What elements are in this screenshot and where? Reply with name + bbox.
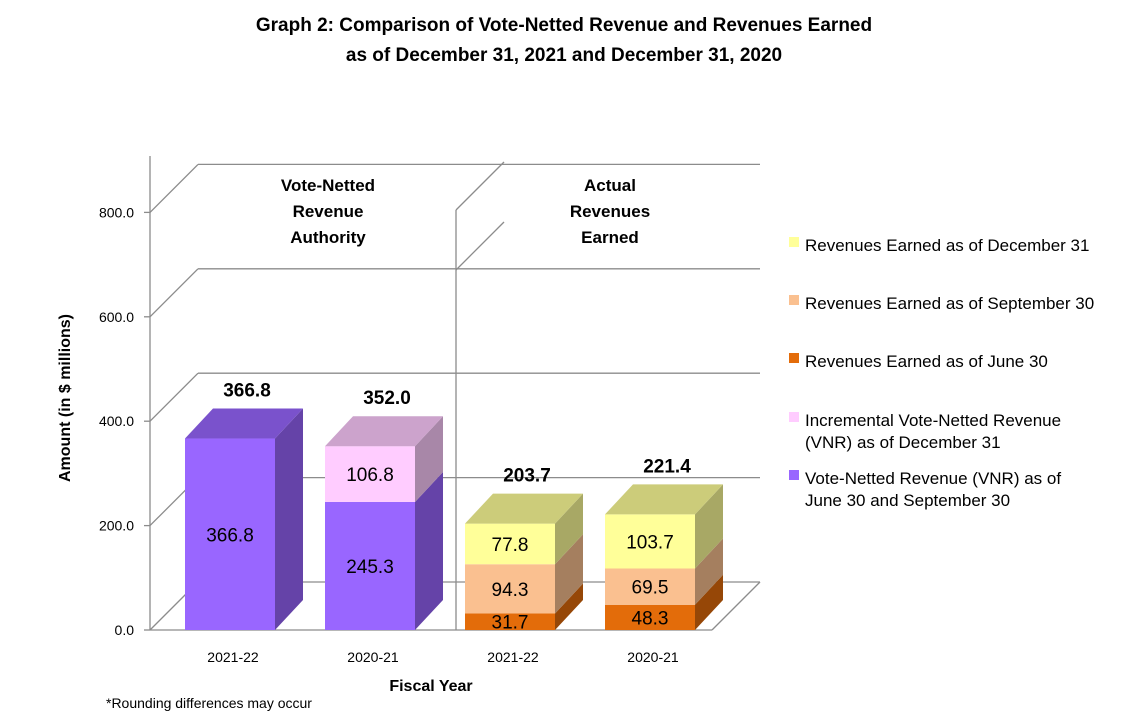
x-tick-label: 2021-22 [207, 649, 259, 665]
bar-total-label: 352.0 [363, 388, 411, 409]
bar-segment-front [605, 514, 695, 569]
y-tick-label: 200.0 [99, 518, 134, 534]
legend-label: Revenues Earned as of December 31 [805, 236, 1089, 255]
bar-segment-front [465, 523, 555, 565]
bar-value-label: 48.3 [632, 608, 669, 629]
footnote: *Rounding differences may occur [106, 695, 312, 711]
bar-segment-side [695, 484, 723, 569]
legend-label: (VNR) as of December 31 [805, 433, 1001, 452]
legend-label: Revenues Earned as of September 30 [805, 294, 1094, 313]
bar-value-label: 69.5 [632, 578, 669, 599]
legend-item: Revenues Earned as of September 30 [789, 294, 1094, 313]
legend-swatch [789, 295, 799, 305]
bar-2020-21: 245.3 106.8 352.0 [325, 388, 443, 630]
bar-total-label: 203.7 [503, 466, 551, 487]
legend-item: Revenues Earned as of June 30 [789, 352, 1048, 371]
bar-segment-front [325, 446, 415, 502]
bar-2021-22: 366.8 366.8 [185, 381, 303, 630]
bar-segment-side [415, 471, 443, 630]
bar-2021-22: 31.7 94.3 77.8 203.7 [465, 466, 583, 634]
bar-segment-side [695, 538, 723, 605]
panel-label-line: Earned [581, 228, 639, 247]
bar-segment-top [185, 408, 303, 439]
bar-segment-front [605, 604, 695, 630]
bar-value-label: 77.8 [492, 535, 529, 556]
bar-value-label: 94.3 [492, 580, 529, 601]
panel-label-line: Vote-Netted [281, 176, 375, 195]
x-tick-label: 2020-21 [627, 649, 679, 665]
bar-value-label: 103.7 [626, 532, 674, 553]
bar-segment-front [185, 438, 275, 630]
bar-value-label: 106.8 [346, 465, 394, 486]
bar-value-label: 366.8 [206, 525, 254, 546]
panel-label-line: Revenues [570, 202, 650, 221]
bar-segment-front [605, 568, 695, 605]
legend-label: Incremental Vote-Netted Revenue [805, 411, 1061, 430]
chart-title-line: as of December 31, 2021 and December 31,… [346, 45, 782, 66]
bar-segment-side [415, 416, 443, 502]
legend-swatch [789, 353, 799, 363]
bar-segment-side [695, 574, 723, 630]
bar-total-label: 366.8 [223, 381, 271, 402]
bar-segment-top [605, 484, 723, 515]
panel-labels: Vote-Netted Revenue Authority Actual Revenue… [281, 176, 650, 247]
bar-segment-front [465, 613, 555, 630]
bar-total-label: 221.4 [643, 456, 691, 477]
panel-divider-grid [455, 221, 505, 271]
panel-divider-top [455, 161, 505, 211]
legend-swatch [789, 470, 799, 480]
bar-2020-21: 48.3 69.5 103.7 221.4 [605, 456, 723, 630]
axis-labels: Fiscal Year Amount (in $ millions) [57, 314, 473, 695]
panel-label-line: Revenue [293, 202, 364, 221]
legend-swatch [789, 237, 799, 247]
x-tick-label: 2020-21 [347, 649, 399, 665]
bar-segment-side [555, 583, 583, 630]
bars: 366.8 366.8 245.3 106.8 352.0 31.7 94.3 77.8 203… [185, 381, 723, 634]
bar-segment-top [325, 416, 443, 447]
legend-label: Vote-Netted Revenue (VNR) as of [805, 469, 1061, 488]
footnote-text: *Rounding differences may occur [106, 695, 312, 711]
bar-segment-side [555, 534, 583, 614]
bar-segment-side [555, 493, 583, 565]
bar-segment-front [325, 501, 415, 630]
gridline-side [149, 372, 199, 422]
x-axis-label: Fiscal Year [389, 678, 472, 695]
legend-item: Revenues Earned as of December 31 [789, 236, 1089, 255]
bar-value-label: 245.3 [346, 557, 394, 578]
legend-label: June 30 and September 30 [805, 491, 1010, 510]
y-tick-label: 600.0 [99, 309, 134, 325]
y-tick-label: 0.0 [115, 622, 135, 638]
y-tick-label: 400.0 [99, 413, 134, 429]
gridline-side [149, 163, 199, 213]
panel-label-line: Authority [290, 228, 366, 247]
bar-value-label: 31.7 [492, 613, 529, 634]
legend-item: Incremental Vote-Netted Revenue (VNR) as … [789, 411, 1061, 452]
bar-segment-front [465, 564, 555, 614]
y-axis-label: Amount (in $ millions) [57, 314, 74, 482]
bar-segment-top [465, 493, 583, 524]
legend: Revenues Earned as of December 31 Revenue… [789, 236, 1094, 510]
legend-label: Revenues Earned as of June 30 [805, 352, 1048, 371]
legend-swatch [789, 412, 799, 422]
y-tick-label: 800.0 [99, 204, 134, 220]
bar-segment-side [275, 408, 303, 630]
x-axis-ticks: 2021-22 2020-21 2021-22 2020-21 [207, 649, 679, 665]
chart-title: Graph 2: Comparison of Vote-Netted Reven… [256, 15, 872, 66]
y-axis-ticks: 0.0 200.0 400.0 600.0 800.0 [99, 204, 150, 638]
panel-label-line: Actual [584, 176, 636, 195]
x-tick-label: 2021-22 [487, 649, 539, 665]
chart-title-line: Graph 2: Comparison of Vote-Netted Reven… [256, 15, 872, 36]
floor-right [711, 581, 761, 631]
legend-item: Vote-Netted Revenue (VNR) as of June 30 a… [789, 469, 1061, 510]
gridline-side [149, 268, 199, 318]
